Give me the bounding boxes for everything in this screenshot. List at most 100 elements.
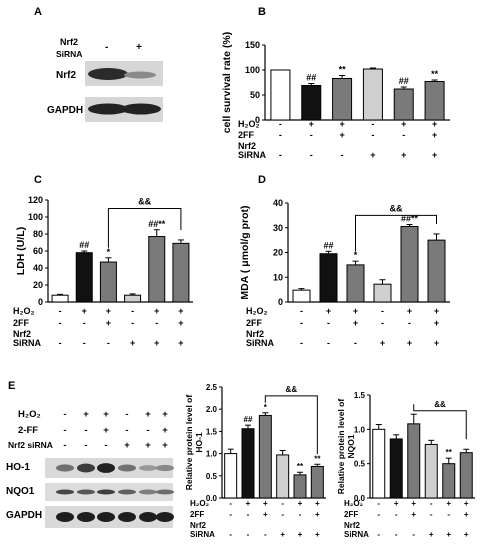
chart-b: B 0 50 100 150 cell survival rate (%) ## ** ## **… <box>221 6 450 160</box>
blot-e-condition-sign: + <box>162 425 168 436</box>
condition-label: H₂O₂ <box>238 119 260 129</box>
condition-sign: + <box>411 510 416 519</box>
condition-label: 2FF <box>13 318 30 328</box>
significance-label: ## <box>79 240 89 250</box>
condition-sign: + <box>339 119 344 129</box>
condition-sign: + <box>401 150 406 160</box>
condition-sign: + <box>309 119 314 129</box>
significance-label: ## <box>244 415 253 424</box>
condition-sign: + <box>82 306 87 316</box>
condition-sign: + <box>315 530 320 539</box>
panel-label-a: A <box>34 6 42 18</box>
significance-label: * <box>264 403 268 412</box>
condition-sign: - <box>381 318 384 328</box>
condition-sign: + <box>353 318 358 328</box>
bar <box>75 252 93 303</box>
blot-a-band-gapdh-sirna <box>121 103 161 115</box>
blot-e-condition-sign: - <box>146 425 149 436</box>
condition-sign: - <box>279 119 282 129</box>
blot-e-condition-sign: - <box>63 409 66 420</box>
bar <box>362 68 383 121</box>
bar <box>124 294 142 303</box>
blot-e-condition-sign: - <box>84 425 87 436</box>
condition-sign: + <box>407 338 412 348</box>
bracket <box>413 404 467 440</box>
blot-e-band-nqo1 <box>118 489 136 495</box>
blot-a-header-line2: SiRNA <box>56 49 82 59</box>
condition-sign: - <box>447 510 450 519</box>
condition-sign: + <box>130 338 135 348</box>
bar <box>293 474 307 499</box>
bar <box>276 454 290 499</box>
condition-sign: - <box>299 510 302 519</box>
condition-sign: - <box>327 338 330 348</box>
condition-label: Nrf2 <box>238 141 256 151</box>
blot-e-condition-sign: + <box>145 409 151 420</box>
condition-sign: - <box>408 318 411 328</box>
condition-sign: + <box>178 318 183 328</box>
bar <box>407 423 421 499</box>
condition-sign: + <box>298 530 303 539</box>
blot-e-condition-sign: - <box>63 440 66 451</box>
condition-sign: + <box>432 130 437 140</box>
bar <box>346 264 365 303</box>
bracket <box>107 208 182 248</box>
blot-a-band-gapdh-control <box>88 103 128 115</box>
blot-e-condition-sign: - <box>104 440 107 451</box>
condition-label: SiRNA <box>190 530 215 539</box>
y-axis-label: MDA ( μmol/g prot) <box>239 205 251 299</box>
significance-label: * <box>354 250 358 260</box>
condition-sign: - <box>327 318 330 328</box>
blot-e-condition-sign: + <box>162 440 168 451</box>
condition-sign: - <box>310 150 313 160</box>
chart-d: D 0 10 20 30 40 MDA ( μmol/g prot) ## * ##**&& H₂O… <box>239 174 450 348</box>
condition-sign: - <box>300 318 303 328</box>
condition-sign: + <box>315 499 320 508</box>
blot-e-bands <box>56 463 174 522</box>
condition-sign: - <box>279 150 282 160</box>
bar <box>427 239 446 303</box>
y-tick-label: 20 <box>33 280 43 290</box>
condition-sign: - <box>131 306 134 316</box>
y-axis-label: Relative protein level ofNQO1 <box>336 399 356 495</box>
y-axis-label: Relative protein level ofHO-1 <box>184 395 204 491</box>
condition-sign: - <box>341 150 344 160</box>
y-tick-label: 40 <box>273 198 283 208</box>
condition-sign: + <box>464 499 469 508</box>
y-tick-label: 0 <box>255 115 260 125</box>
significance-label: ** <box>431 69 439 79</box>
y-tick-label: 50 <box>250 90 260 100</box>
condition-sign: - <box>247 510 250 519</box>
condition-sign: + <box>263 499 268 508</box>
condition-sign: - <box>377 530 380 539</box>
y-tick-label: 0.0 <box>354 494 366 503</box>
condition-sign: + <box>429 530 434 539</box>
bar <box>373 283 392 303</box>
blot-e-band-nqo1 <box>56 489 74 495</box>
blot-e-condition-sign: - <box>125 409 128 420</box>
condition-sign: + <box>411 499 416 508</box>
significance-label: ** <box>339 65 347 75</box>
blot-e-band-gapdh <box>156 512 174 522</box>
condition-label: 2FF <box>246 318 263 328</box>
condition-sign: - <box>131 318 134 328</box>
condition-sign: + <box>178 306 183 316</box>
blot-e-condition-label: Nrf2 siRNA <box>8 440 53 450</box>
blot-e-row-nqo1: NQO1 <box>6 486 35 497</box>
condition-sign: + <box>434 318 439 328</box>
condition-sign: + <box>464 530 469 539</box>
bar <box>442 463 456 499</box>
condition-label: H₂O₂ <box>246 306 268 316</box>
condition-sign: - <box>310 130 313 140</box>
y-tick-label: 100 <box>28 212 43 222</box>
significance-label: ** <box>297 462 304 471</box>
blot-e-band-gapdh <box>97 512 115 522</box>
bar <box>424 443 438 499</box>
condition-sign: + <box>106 306 111 316</box>
condition-sign: + <box>434 306 439 316</box>
condition-sign: + <box>315 510 320 519</box>
condition-sign: + <box>380 338 385 348</box>
condition-sign: - <box>354 338 357 348</box>
bar <box>224 453 238 499</box>
